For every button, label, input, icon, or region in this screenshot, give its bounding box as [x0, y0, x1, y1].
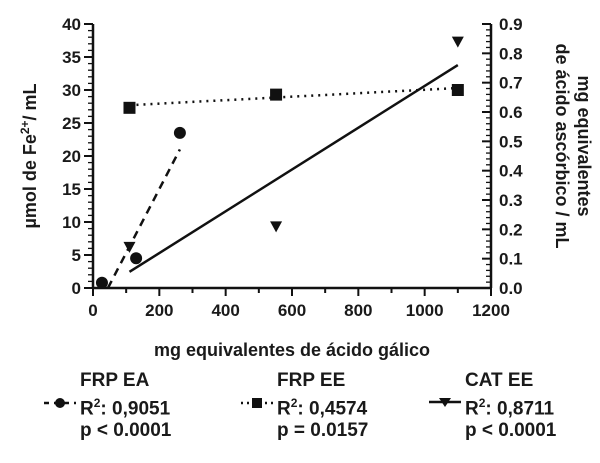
legend-frp-ee: FRP EE R2: 0,4574 p = 0.0157	[237, 370, 368, 442]
data-point-frp-ee	[270, 88, 283, 101]
legend-p-value: p = 0.0157	[277, 420, 369, 442]
y-tick-label-right: 0.7	[499, 74, 523, 93]
y-tick-label-left: 20	[62, 147, 81, 166]
data-point-frp-ea	[130, 252, 143, 265]
legend-r2: R2: 0,9051	[80, 396, 171, 420]
x-tick-label: 1000	[406, 301, 444, 320]
circle-dashed-marker-icon	[40, 392, 80, 414]
legend-r2: R2: 0,4574	[277, 396, 368, 420]
chart-plot: 0 200 400 600 800 1000 1200 0 5 10 15 20 25 30 35 40 0.0…	[18, 15, 594, 360]
y-tick-label-left: 15	[62, 180, 81, 199]
data-point-cat-ee	[451, 36, 464, 48]
x-axis-title: mg equivalentes de ácido gálico	[154, 340, 430, 360]
x-tick-label: 1200	[472, 301, 510, 320]
y-tick-label-left: 25	[62, 114, 81, 133]
y-tick-label-left: 30	[62, 81, 81, 100]
y-tick-label-right: 0.5	[499, 132, 523, 151]
x-tick-label: 200	[145, 301, 173, 320]
y-tick-label-right: 0.9	[499, 15, 523, 34]
data-point-frp-ea	[95, 276, 108, 289]
y-axis-title-right: mg equivalentes	[574, 75, 594, 216]
fit-line-frp-ee	[129, 86, 458, 107]
square-dotted-marker-icon	[237, 392, 277, 414]
y-axis-title-right: de ácido ascórbico / mL	[552, 43, 572, 248]
x-tick-label: 0	[88, 301, 97, 320]
y-tick-label-left: 10	[62, 213, 81, 232]
data-point-frp-ea	[173, 126, 186, 139]
fit-line-frp-ea	[106, 148, 182, 289]
y-tick-label-right: 0.4	[499, 162, 523, 181]
triangle-solid-marker-icon	[425, 392, 465, 414]
legend-p-value: p < 0.0001	[80, 420, 172, 442]
y-tick-label-right: 0.6	[499, 103, 523, 122]
x-tick-label: 600	[278, 301, 306, 320]
y-tick-label-right: 0.1	[499, 250, 523, 269]
legend-title: FRP EE	[277, 370, 346, 391]
y-tick-label-left: 0	[72, 279, 81, 298]
data-point-frp-ee	[451, 84, 464, 96]
y-tick-label-right: 0.2	[499, 220, 523, 239]
y-tick-label-left: 35	[62, 48, 81, 67]
y-tick-label-right: 0.0	[499, 279, 523, 298]
data-point-cat-ee	[123, 241, 136, 253]
legend-p-value: p < 0.0001	[465, 420, 557, 442]
legend-cat-ee: CAT EE R2: 0,8711 p < 0.0001	[425, 370, 556, 442]
fit-line-cat-ee	[128, 64, 459, 273]
y-tick-label-left: 5	[72, 246, 81, 265]
legend-title: FRP EA	[80, 370, 150, 391]
data-point-frp-ee	[123, 101, 136, 114]
x-tick-label: 400	[211, 301, 239, 320]
x-tick-label: 800	[344, 301, 372, 320]
legend-r2: R2: 0,8711	[465, 396, 555, 420]
y-tick-label-left: 40	[62, 15, 81, 34]
legend-frp-ea: FRP EA R2: 0,9051 p < 0.0001	[40, 370, 171, 442]
y-tick-label-right: 0.3	[499, 191, 523, 210]
data-point-cat-ee	[270, 221, 283, 233]
y-axis-title-left: µmol de Fe2+/ mL	[18, 83, 40, 228]
y-tick-label-right: 0.8	[499, 44, 523, 63]
legend-title: CAT EE	[465, 370, 534, 391]
